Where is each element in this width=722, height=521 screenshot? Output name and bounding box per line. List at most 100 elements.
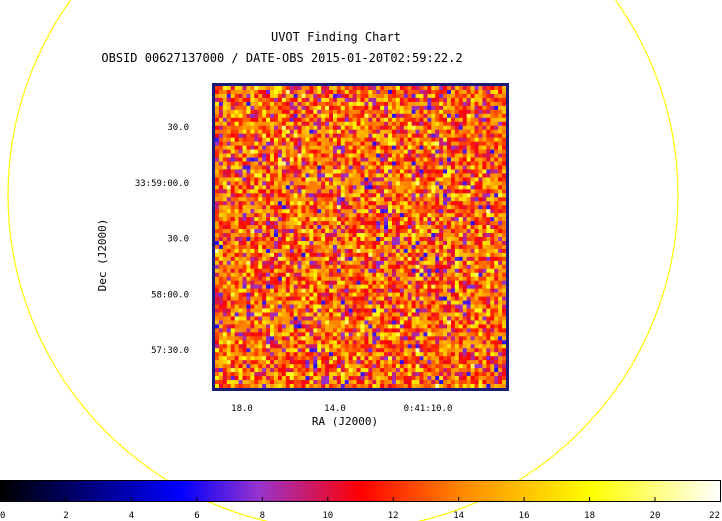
heatmap-cell: [364, 240, 369, 246]
heatmap-cell: [313, 300, 318, 305]
heatmap-cell: [222, 336, 228, 341]
heatmap-cell: [273, 153, 279, 158]
heatmap-cell: [395, 276, 401, 282]
heatmap-cell: [458, 324, 464, 329]
heatmap-cell: [411, 288, 416, 294]
heatmap-cell: [305, 340, 310, 345]
heatmap-cell: [250, 296, 255, 301]
heatmap-cell: [317, 217, 322, 222]
heatmap-cell: [502, 248, 507, 254]
heatmap-cell: [293, 225, 298, 230]
heatmap-cell: [356, 189, 361, 194]
heatmap-cell: [285, 292, 291, 297]
heatmap-cell: [368, 312, 373, 317]
heatmap-cell: [466, 304, 472, 309]
heatmap-cell: [289, 316, 295, 321]
heatmap-cell: [352, 296, 357, 301]
heatmap-cell: [242, 197, 247, 202]
heatmap-cell: [285, 280, 291, 286]
heatmap-cell: [218, 340, 224, 345]
heatmap-cell: [329, 217, 334, 222]
heatmap-cell: [258, 233, 263, 238]
heatmap-cell: [419, 129, 424, 135]
heatmap-cell: [439, 344, 444, 349]
heatmap-cell: [352, 97, 357, 103]
heatmap-cell: [498, 237, 503, 242]
heatmap-cell: [454, 324, 460, 329]
heatmap-cell: [297, 177, 302, 182]
heatmap-cell: [226, 117, 232, 123]
heatmap-cell: [415, 205, 420, 210]
heatmap-cell: [301, 197, 306, 202]
heatmap-cell: [423, 268, 428, 274]
heatmap-cell: [289, 189, 295, 194]
heatmap-cell: [431, 97, 436, 103]
heatmap-cell: [478, 209, 483, 214]
heatmap-cell: [380, 185, 385, 190]
heatmap-cell: [234, 157, 239, 162]
heatmap-cell: [423, 197, 428, 202]
heatmap-cell: [242, 340, 247, 345]
heatmap-cell: [246, 276, 251, 282]
heatmap-cell: [439, 304, 444, 309]
heatmap-cell: [270, 328, 275, 333]
heatmap-cell: [419, 201, 424, 206]
heatmap-cell: [332, 101, 338, 107]
heatmap-cell: [486, 97, 491, 103]
heatmap-cell: [439, 161, 444, 166]
heatmap-cell: [380, 133, 385, 139]
heatmap-cell: [281, 221, 287, 226]
heatmap-cell: [502, 209, 507, 214]
heatmap-cell: [474, 205, 479, 210]
heatmap-cell: [435, 97, 440, 103]
heatmap-cell: [443, 165, 448, 170]
heatmap-cell: [376, 121, 381, 127]
heatmap-cell: [490, 185, 495, 190]
heatmap-cell: [309, 304, 314, 309]
heatmap-cell: [289, 141, 295, 146]
heatmap-cell: [490, 141, 495, 146]
heatmap-cell: [368, 217, 373, 222]
heatmap-cell: [380, 240, 385, 246]
heatmap-cell: [423, 93, 428, 99]
heatmap-cell: [222, 117, 228, 123]
heatmap-cell: [423, 248, 428, 254]
heatmap-cell: [368, 209, 373, 214]
heatmap-cell: [222, 169, 228, 174]
heatmap-cell: [297, 125, 302, 131]
heatmap-cell: [411, 189, 416, 194]
heatmap-cell: [289, 340, 295, 345]
heatmap-cell: [360, 165, 365, 170]
heatmap-cell: [250, 213, 255, 218]
heatmap-cell: [258, 205, 263, 210]
heatmap-cell: [470, 225, 475, 230]
heatmap-cell: [293, 145, 298, 150]
heatmap-cell: [344, 328, 350, 333]
heatmap-cell: [458, 101, 464, 107]
heatmap-cell: [277, 348, 283, 353]
heatmap-cell: [277, 105, 283, 111]
heatmap-cell: [281, 256, 287, 262]
heatmap-cell: [395, 177, 401, 182]
heatmap-cell: [435, 153, 440, 158]
heatmap-cell: [407, 89, 413, 95]
heatmap-cell: [270, 141, 275, 146]
heatmap-cell: [266, 256, 271, 262]
heatmap-cell: [281, 209, 287, 214]
heatmap-cell: [423, 169, 428, 174]
heatmap-cell: [230, 292, 236, 297]
heatmap-cell: [277, 276, 283, 282]
heatmap-cell: [391, 344, 397, 349]
heatmap-cell: [478, 280, 483, 286]
heatmap-cell: [482, 292, 487, 297]
heatmap-cell: [273, 348, 279, 353]
heatmap-cell: [222, 248, 228, 254]
heatmap-cell: [293, 201, 298, 206]
heatmap-cell: [380, 244, 385, 250]
heatmap-cell: [348, 300, 354, 305]
heatmap-cell: [360, 221, 365, 226]
heatmap-cell: [447, 248, 452, 254]
heatmap-cell: [332, 189, 338, 194]
heatmap-cell: [293, 320, 298, 325]
heatmap-cell: [431, 113, 436, 119]
